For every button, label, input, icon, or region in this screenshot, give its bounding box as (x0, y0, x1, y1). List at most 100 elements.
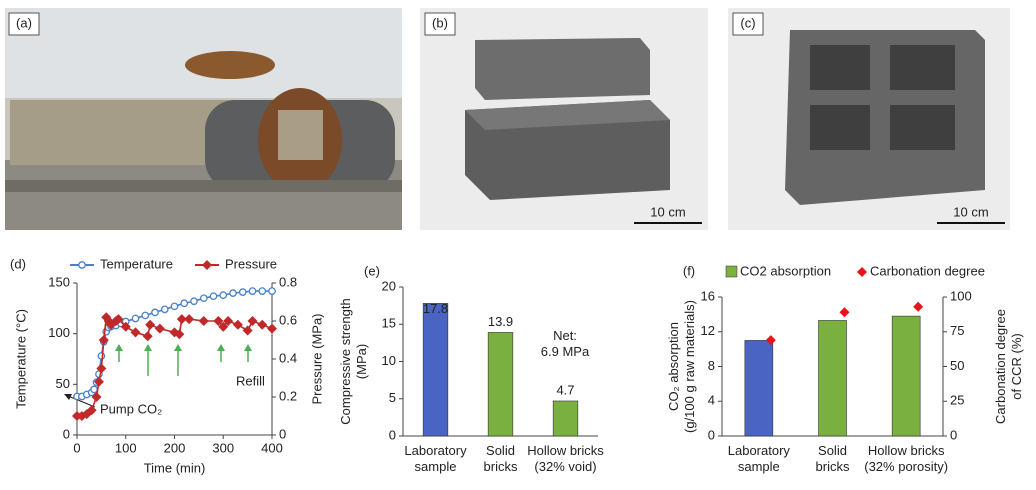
panel-label: (e) (364, 263, 380, 278)
bar (422, 303, 449, 437)
value-label: 4.7 (556, 382, 574, 397)
legend-label: Temperature (100, 256, 173, 271)
photo-b (420, 8, 708, 230)
data-point (209, 292, 218, 301)
bar (744, 340, 774, 437)
legend-marker (202, 260, 212, 270)
y-axis-label: CO₂ absorption(g/100 g raw materials) (667, 300, 698, 433)
data-point (267, 323, 277, 334)
photo-labels: (a) (b) (c) 10 cm 10 cm (8, 12, 989, 219)
data-point (242, 325, 253, 336)
data-point (145, 319, 156, 330)
data-point (151, 308, 159, 317)
data-point (258, 287, 267, 295)
y-axis-label: Compressive strength(MPa) (339, 298, 370, 424)
data-point (96, 363, 107, 374)
data-point (131, 314, 140, 323)
data-point (154, 323, 165, 334)
photo-c (728, 8, 1010, 230)
data-point (142, 331, 153, 342)
y-tick-label: 50 (56, 376, 70, 391)
x-tick-label: Hollow bricks (32% void) (527, 444, 604, 475)
y-tick-label: 100 (48, 325, 70, 340)
data-point (174, 329, 185, 340)
y2-tick-label: 75 (950, 323, 964, 338)
y2-tick-label: 0 (279, 426, 286, 441)
x-tick-label: 200 (164, 440, 186, 455)
data-point (170, 302, 179, 311)
annotation: Pump CO₂ (100, 401, 162, 416)
data-point (199, 294, 208, 303)
panel-label: (f) (683, 263, 695, 278)
data-point (93, 376, 104, 387)
data-point (141, 311, 150, 320)
photo-a (5, 8, 402, 230)
scale-bar-label: 10 cm (953, 204, 988, 219)
x-tick-label: Solid bricks (484, 444, 518, 475)
y2-tick-label: 50 (950, 358, 964, 373)
data-point (765, 335, 776, 346)
y-tick-label: 8 (708, 358, 715, 373)
y-tick-label: 12 (701, 323, 715, 338)
y-tick-label: 20 (382, 278, 396, 293)
data-point (248, 287, 257, 295)
data-point (98, 335, 109, 345)
data-point (130, 327, 141, 338)
x-tick-label: Laboratory sample (728, 444, 791, 475)
refill-arrows (115, 344, 252, 376)
x-tick-label: Hollow bricks (32% porosity) (864, 444, 948, 475)
legend-label: CO2 absorption (740, 263, 831, 278)
value-label: 13.9 (488, 314, 513, 329)
data-point (218, 321, 229, 332)
bar (818, 320, 847, 437)
scale-bar-label: 10 cm (650, 204, 685, 219)
data-point (184, 314, 195, 325)
data-point (839, 307, 850, 318)
x-tick-label: Solid bricks (816, 444, 850, 475)
y2-axis-label: Carbonation degreeof CCR (%) (994, 309, 1025, 424)
data-point (176, 314, 187, 325)
annotation: Refill (236, 373, 265, 388)
data-point (190, 297, 198, 306)
data-point (198, 316, 209, 326)
data-point (91, 392, 102, 402)
y2-tick-label: 0.8 (279, 274, 297, 289)
data-point (247, 316, 258, 326)
bar (552, 400, 579, 437)
legend-label: Carbonation degree (870, 263, 985, 278)
x-tick-label: 0 (73, 440, 80, 455)
data-point (120, 321, 131, 332)
value-label: 17.8 (423, 301, 448, 316)
data-point (913, 301, 924, 312)
y2-tick-label: 0.2 (279, 388, 297, 403)
y2-tick-label: 25 (950, 393, 964, 408)
data-point (257, 319, 268, 330)
data-point (97, 352, 106, 360)
legend-marker (857, 267, 867, 277)
photo-label: (c) (740, 15, 755, 30)
data-point (160, 305, 169, 314)
x-tick-label: 100 (115, 440, 137, 455)
y-tick-label: 150 (48, 274, 70, 289)
data-point (86, 405, 97, 416)
y-tick-label: 16 (701, 288, 715, 303)
y-tick-label: 0 (708, 427, 715, 442)
bar (487, 332, 514, 437)
data-point (223, 316, 234, 326)
data-point (113, 314, 124, 325)
y2-tick-label: 0 (950, 427, 957, 442)
panel-label: (d) (10, 256, 26, 271)
x-tick-label: 400 (261, 440, 283, 455)
data-point (229, 289, 237, 297)
y-tick-label: 0 (389, 427, 396, 442)
x-axis-label: Time (min) (144, 460, 206, 475)
data-point (90, 385, 98, 394)
y2-tick-label: 0.6 (279, 312, 297, 327)
y-tick-label: 15 (382, 316, 396, 331)
legend-marker (78, 261, 86, 269)
data-point (180, 299, 189, 308)
photo-label: (b) (432, 15, 448, 30)
y2-tick-label: 0.4 (279, 350, 297, 365)
